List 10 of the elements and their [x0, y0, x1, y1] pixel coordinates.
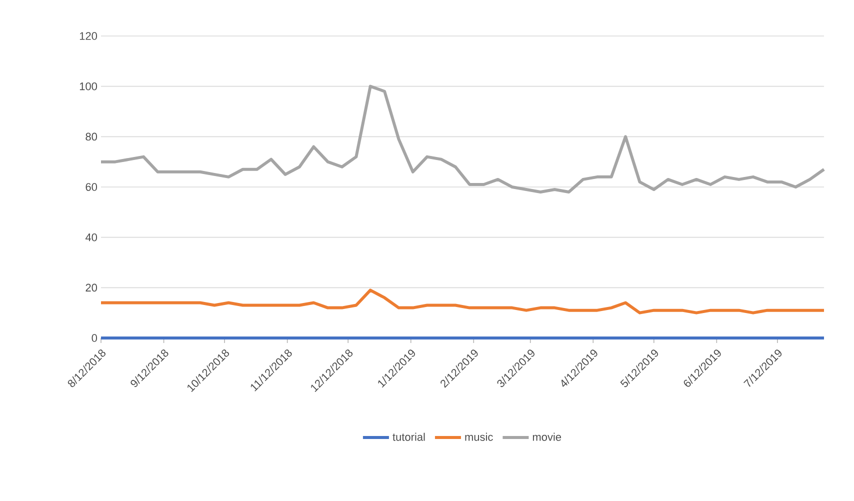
y-tick-label: 40	[85, 233, 98, 242]
y-tick-label: 100	[80, 82, 98, 90]
legend-label: music	[465, 432, 493, 441]
y-tick-label: 120	[80, 32, 98, 40]
y-tick-label: 20	[86, 284, 98, 292]
y-tick-label: 0	[92, 334, 98, 342]
y-tick-label: 80	[86, 132, 98, 141]
legend-label: tutorial	[392, 432, 425, 441]
y-tick-label: 60	[86, 183, 98, 191]
legend-label: movie	[532, 432, 562, 441]
